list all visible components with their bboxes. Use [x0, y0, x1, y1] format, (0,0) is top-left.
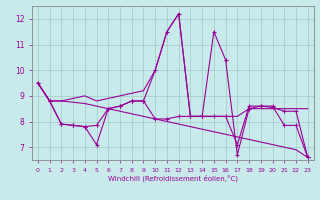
X-axis label: Windchill (Refroidissement éolien,°C): Windchill (Refroidissement éolien,°C)	[108, 174, 238, 182]
